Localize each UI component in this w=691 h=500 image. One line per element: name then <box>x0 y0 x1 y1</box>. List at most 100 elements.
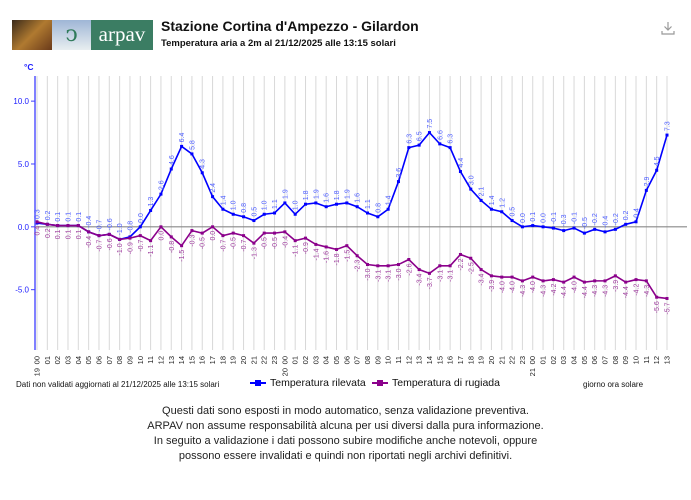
data-label: -4.4 <box>623 286 630 298</box>
data-label: -2.5 <box>468 262 475 274</box>
x-tick-label: 02 <box>53 356 62 364</box>
data-point <box>562 280 566 284</box>
data-label: 0.1 <box>65 229 72 239</box>
data-label: -0.5 <box>582 217 589 229</box>
data-label: 7.3 <box>665 121 672 131</box>
data-point <box>655 168 659 172</box>
data-point <box>190 229 194 233</box>
data-label: -4.3 <box>603 285 610 297</box>
data-label: -0.7 <box>241 240 248 252</box>
data-point <box>118 237 122 241</box>
data-label: -4.3 <box>541 285 548 297</box>
data-point <box>541 225 545 229</box>
data-label: -3.9 <box>613 280 620 292</box>
data-point <box>448 146 452 150</box>
data-label: -0.3 <box>189 234 196 246</box>
data-point <box>262 231 266 235</box>
data-point <box>252 241 256 245</box>
data-label: -3.1 <box>437 270 444 282</box>
x-tick-label: 01 <box>43 356 52 364</box>
data-point <box>242 234 246 238</box>
data-point <box>603 230 607 234</box>
data-label: 7.5 <box>427 119 434 129</box>
x-day-label: 19 <box>33 368 42 376</box>
data-point <box>438 142 442 146</box>
x-tick-label: 13 <box>167 356 176 364</box>
x-tick-label: 00 <box>528 356 537 364</box>
data-point <box>593 227 597 231</box>
x-tick-label: 06 <box>342 356 351 364</box>
data-label: 1.9 <box>344 189 351 199</box>
data-point <box>345 201 349 205</box>
data-label: 4.6 <box>169 155 176 165</box>
data-label: -3.9 <box>489 280 496 292</box>
data-label: 0.5 <box>510 207 517 217</box>
data-label: -2.2 <box>458 258 465 270</box>
temperature-chart: 00 01 02 03 04 05 06 07 08 09 10 11 12 13 14 15 16 17 18 19… <box>13 62 687 376</box>
data-label: -4.0 <box>530 281 537 293</box>
x-tick-label: 13 <box>663 356 672 364</box>
x-tick-label: 23 <box>270 356 279 364</box>
data-label: -5.6 <box>654 301 661 313</box>
data-point <box>407 258 411 262</box>
data-point <box>293 212 297 216</box>
x-tick-label: 19 <box>477 356 486 364</box>
x-tick-label: 01 <box>539 356 548 364</box>
data-label: 4.5 <box>654 156 661 166</box>
x-tick-label: 09 <box>125 356 134 364</box>
data-label: -0.7 <box>96 240 103 252</box>
data-point <box>149 239 153 243</box>
x-day-label: 21 <box>528 368 537 376</box>
x-tick-label: 17 <box>208 356 217 364</box>
data-point <box>345 244 349 248</box>
x-tick-label: 07 <box>353 356 362 364</box>
data-label: -0.7 <box>138 240 145 252</box>
x-tick-label: 19 <box>229 356 238 364</box>
data-point <box>242 215 246 219</box>
data-label: 5.8 <box>189 140 196 150</box>
data-point <box>572 226 576 230</box>
download-icon[interactable] <box>660 20 676 36</box>
y-axis-unit: °C <box>24 62 34 72</box>
x-tick-label: 09 <box>621 356 630 364</box>
data-label: 1.0 <box>231 200 238 210</box>
data-label: -3.7 <box>427 277 434 289</box>
data-point <box>128 236 132 240</box>
data-point <box>262 212 266 216</box>
x-tick-label: 06 <box>94 356 103 364</box>
x-tick-label: 02 <box>549 356 558 364</box>
data-label: 6.3 <box>448 134 455 144</box>
data-point <box>149 208 153 212</box>
axes: 00 01 02 03 04 05 06 07 08 09 10 11 12 13 14 15 16 17 18 19… <box>13 76 687 376</box>
data-point <box>180 244 184 248</box>
data-label: -0.5 <box>272 237 279 249</box>
x-axis-caption: giorno ora solare <box>583 380 644 389</box>
data-label: 1.3 <box>148 197 155 207</box>
x-tick-label: 21 <box>497 356 506 364</box>
legend-item-temperatura-rilevata[interactable]: Temperatura rilevata <box>250 377 366 389</box>
x-tick-label: 18 <box>466 356 475 364</box>
legend-item-temperatura-rugiada[interactable]: Temperatura di rugiada <box>372 377 500 389</box>
data-label: 0.2 <box>45 210 52 220</box>
grid <box>36 76 668 350</box>
disclaimer-line: possono essere invalidati e quindi non r… <box>178 450 513 462</box>
data-point <box>520 225 524 229</box>
data-label: 4.4 <box>458 158 465 168</box>
data-label: 6.4 <box>179 133 186 143</box>
x-tick-label: 08 <box>115 356 124 364</box>
data-label: 1.2 <box>499 198 506 208</box>
x-tick-label: 11 <box>642 356 651 364</box>
data-label: -3.1 <box>448 270 455 282</box>
x-tick-label: 07 <box>105 356 114 364</box>
x-tick-label: 17 <box>456 356 465 364</box>
data-label: 0.1 <box>530 212 537 222</box>
data-label: 0.1 <box>65 212 72 222</box>
data-label: 1.4 <box>220 195 227 205</box>
x-tick-label: 06 <box>590 356 599 364</box>
data-point <box>273 211 277 215</box>
data-label: -0.4 <box>86 216 93 228</box>
data-point <box>593 279 597 283</box>
x-tick-label: 08 <box>363 356 372 364</box>
data-point <box>469 256 473 260</box>
data-point <box>221 234 225 238</box>
